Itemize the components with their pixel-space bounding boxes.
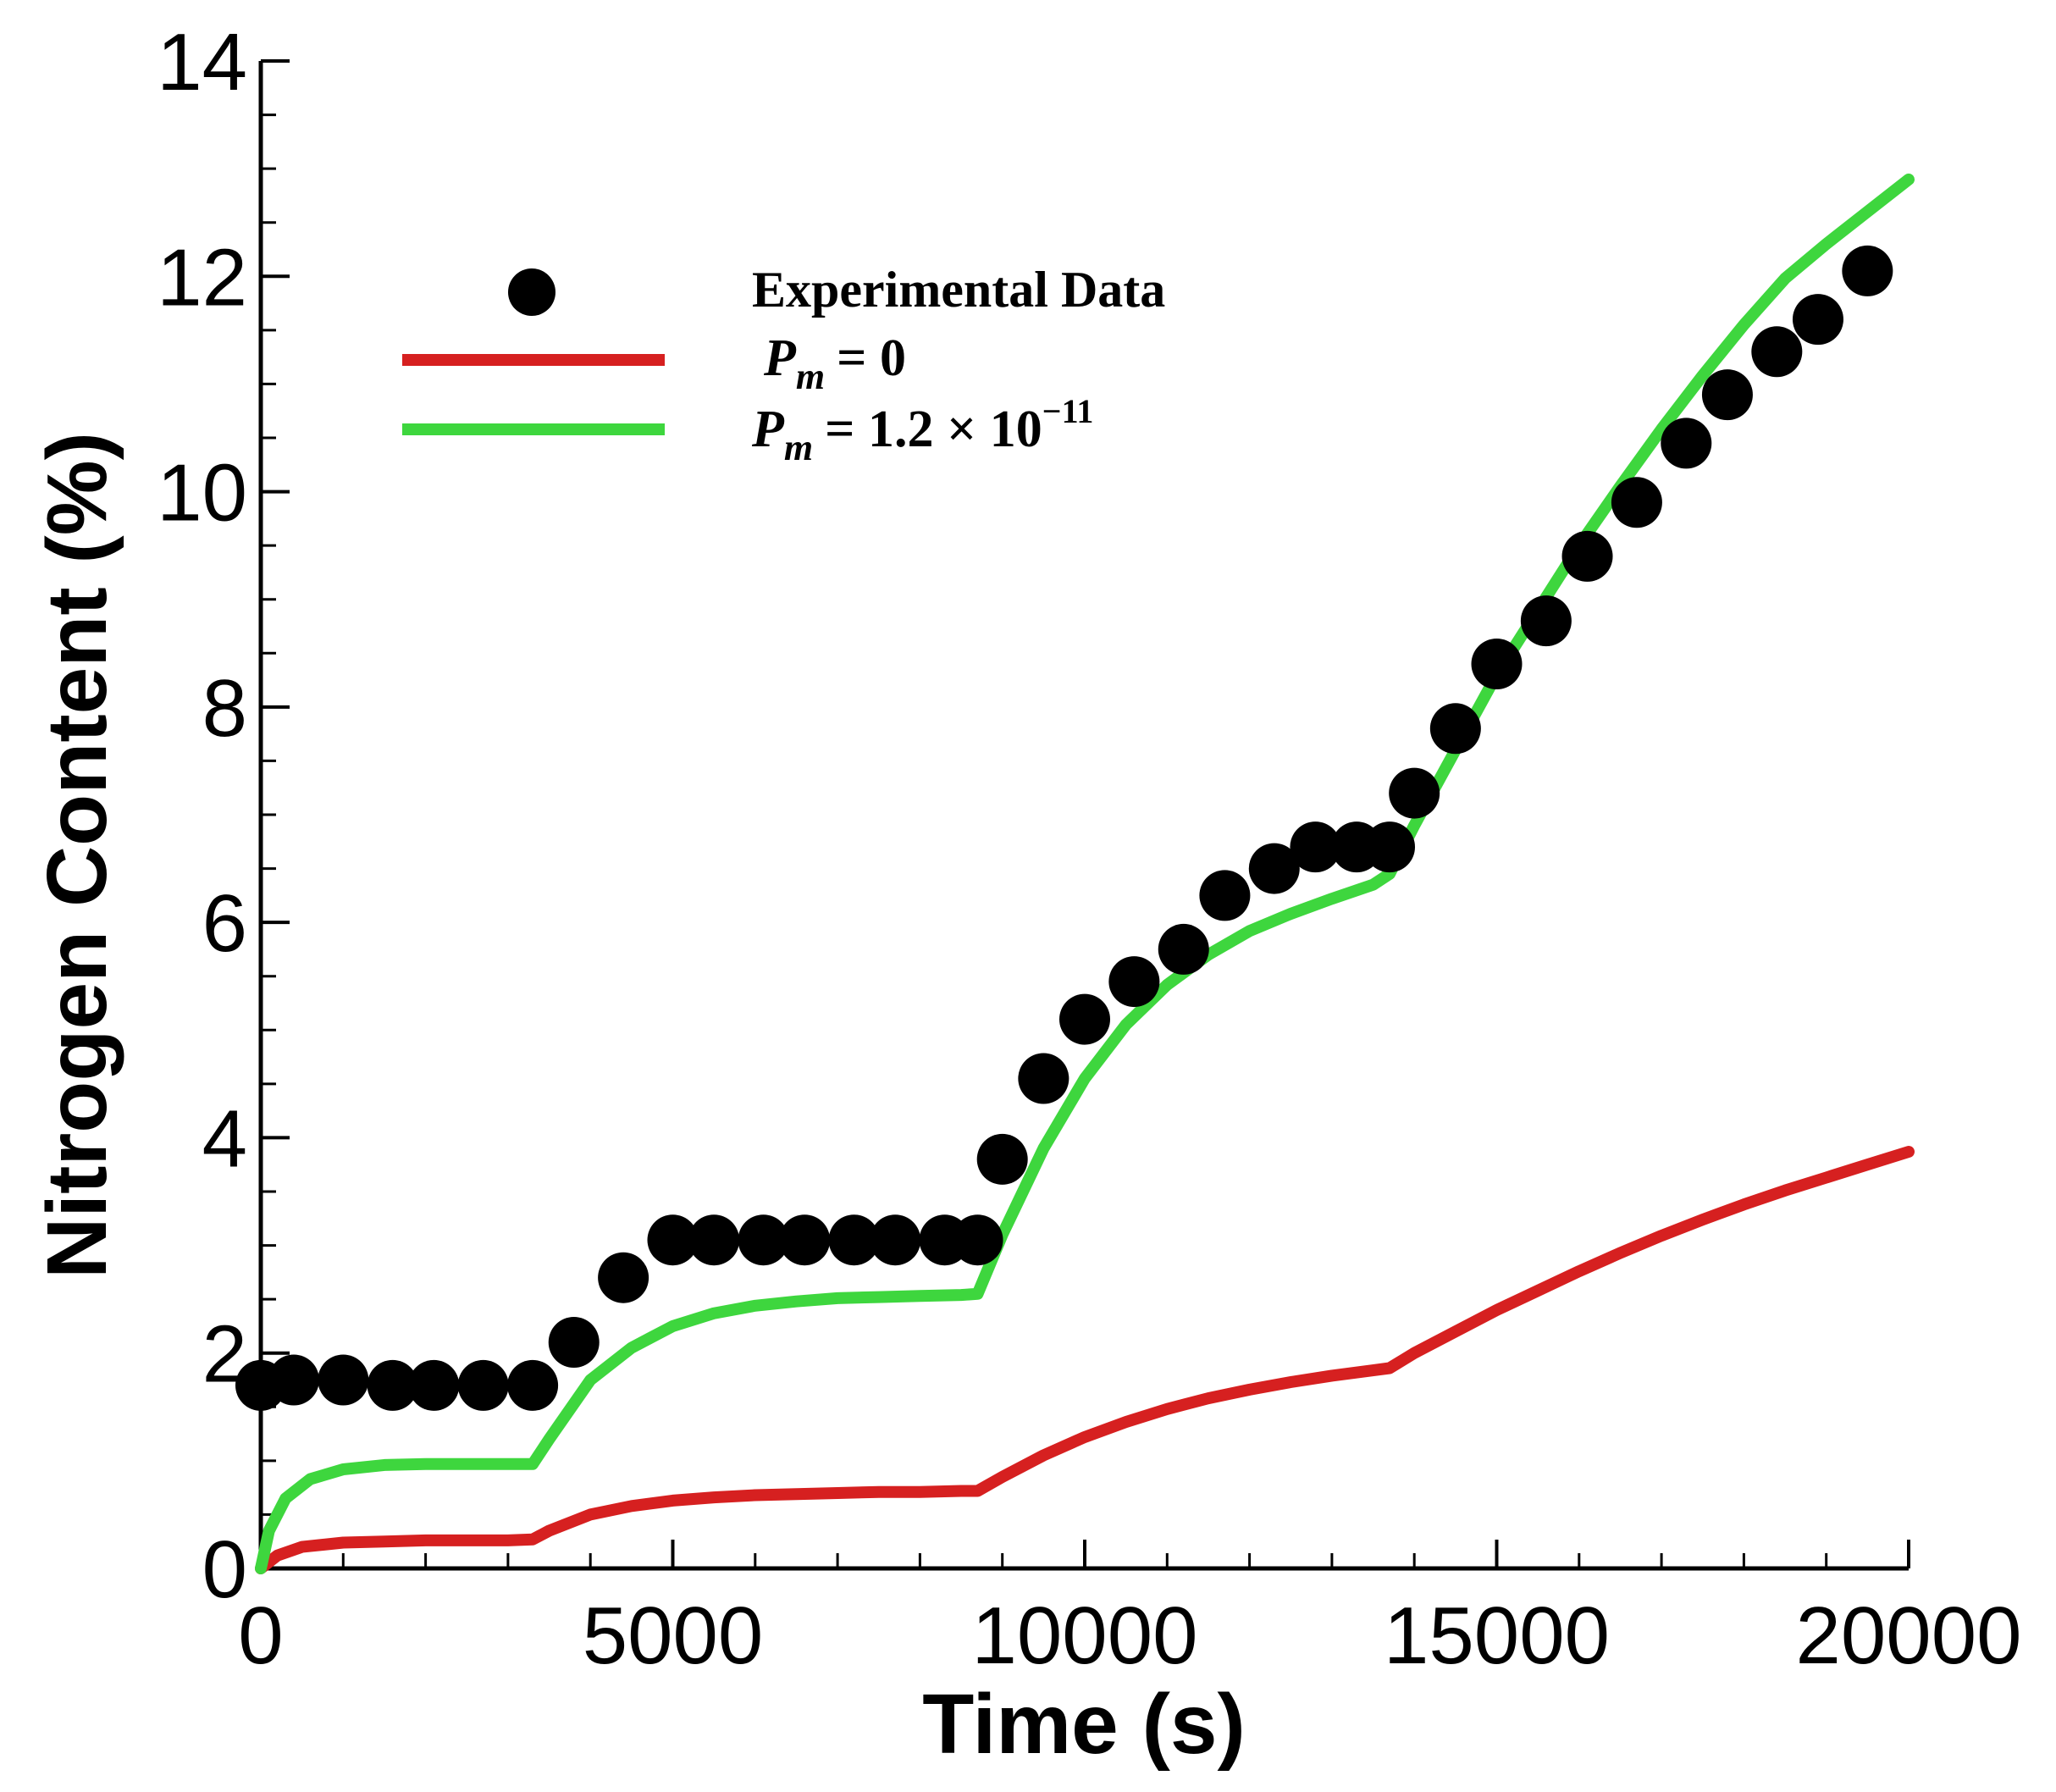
y-tick-label: 10	[157, 448, 247, 539]
x-tick-label: 10000	[972, 1590, 1198, 1681]
experimental-point	[647, 1214, 699, 1266]
experimental-point	[318, 1354, 369, 1406]
series-line-2	[255, 173, 1915, 1574]
x-axis-title: Time (s)	[922, 1677, 1246, 1772]
experimental-point	[1520, 595, 1572, 647]
legend-pm0-value: = 0	[837, 329, 906, 387]
x-tick-label: 15000	[1384, 1590, 1610, 1681]
experimental-point	[1661, 418, 1712, 469]
experimental-point	[1842, 245, 1893, 296]
legend-label-pm0: Pm = 0	[763, 329, 906, 397]
experimental-point	[1561, 530, 1613, 582]
experimental-point	[1429, 703, 1481, 755]
experimental-point	[779, 1214, 831, 1266]
experimental-point	[1792, 294, 1843, 346]
experimental-point	[598, 1252, 649, 1303]
x-tick-label: 5000	[583, 1590, 764, 1681]
experimental-point	[1471, 639, 1523, 689]
experimental-point	[1611, 477, 1662, 528]
legend-pm1-value: = 1.2 × 10	[825, 401, 1042, 458]
experimental-point	[1059, 993, 1110, 1045]
experimental-point	[952, 1214, 1003, 1266]
experimental-point	[408, 1359, 460, 1411]
experimental-point	[1701, 369, 1753, 421]
legend-label-experimental: Experimental Data	[752, 262, 1165, 318]
y-tick-label: 4	[202, 1093, 247, 1184]
experimental-point	[1199, 870, 1251, 921]
series-lines	[255, 173, 1915, 1574]
experimental-point	[1751, 326, 1803, 378]
experimental-point	[1290, 821, 1341, 873]
x-tick-label: 20000	[1796, 1590, 2022, 1681]
experimental-point	[828, 1214, 880, 1266]
y-axis-title: Nitrogen Content (%)	[30, 432, 124, 1279]
experimental-point	[870, 1214, 921, 1266]
y-tick-label: 8	[202, 663, 247, 754]
experimental-point	[1364, 821, 1416, 873]
legend-pm1-subscript: m	[784, 427, 813, 468]
experimental-point	[1389, 767, 1440, 819]
legend-label-pm1: Pm = 1.2 × 10−11	[751, 392, 1093, 468]
legend: Experimental Data Pm = 0 Pm = 1.2 × 10−11	[402, 262, 1165, 468]
experimental-point	[367, 1359, 418, 1411]
experimental-point	[688, 1214, 740, 1266]
experimental-markers	[235, 245, 1893, 1411]
legend-pm1-symbol: P	[751, 401, 785, 458]
experimental-point	[1248, 843, 1300, 894]
experimental-point	[507, 1359, 559, 1411]
legend-pm0-subscript: m	[796, 356, 825, 397]
experimental-point	[1018, 1053, 1069, 1104]
experimental-point	[457, 1359, 509, 1411]
y-tick-label: 0	[202, 1524, 247, 1615]
y-tick-label: 14	[157, 17, 247, 108]
experimental-point	[268, 1354, 319, 1406]
legend-pm0-symbol: P	[763, 329, 797, 387]
experimental-point	[976, 1133, 1028, 1185]
legend-pm1-exponent: −11	[1042, 392, 1094, 430]
experimental-point	[1108, 956, 1160, 1008]
series-line-1	[255, 1146, 1915, 1574]
experimental-point	[1158, 923, 1209, 975]
experimental-point	[738, 1214, 789, 1266]
y-tick-label: 6	[202, 878, 247, 969]
experimental-point	[548, 1317, 600, 1368]
y-tick-label: 12	[157, 232, 247, 323]
x-tick-label: 0	[238, 1590, 283, 1681]
legend-marker-experimental	[508, 268, 555, 316]
